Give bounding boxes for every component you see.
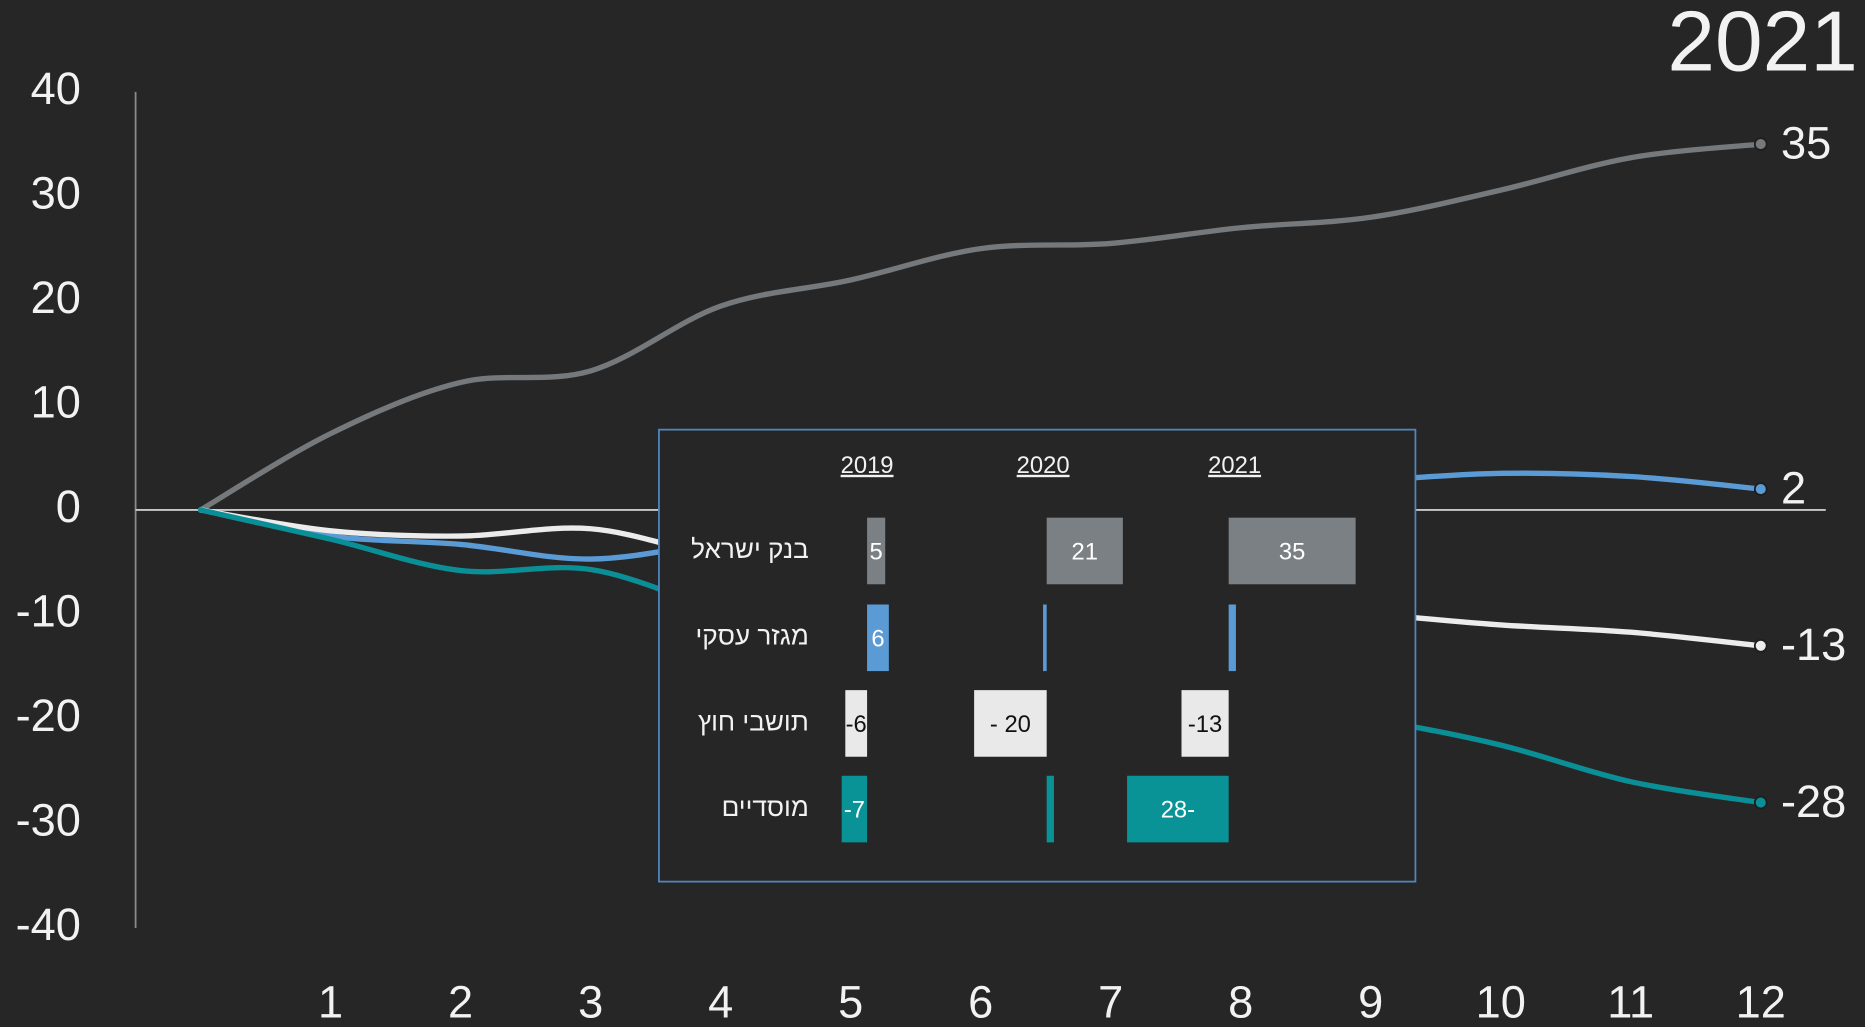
- x-tick-label: 3: [578, 976, 603, 1027]
- bar-label: 5: [870, 539, 883, 566]
- row-label: בנק ישראל: [691, 534, 809, 564]
- end-label: -28: [1781, 776, 1846, 827]
- bar: [867, 517, 886, 585]
- y-tick-label: 20: [31, 272, 81, 323]
- bar: [1228, 517, 1356, 585]
- x-tick-label: 2: [448, 976, 473, 1027]
- bar: [1181, 690, 1229, 757]
- end-label: 35: [1781, 117, 1831, 168]
- column-header: 2021: [1208, 452, 1261, 479]
- y-tick-label: 30: [31, 167, 81, 218]
- y-tick-label: -30: [16, 794, 81, 845]
- end-label: -13: [1781, 619, 1846, 670]
- bar: [1043, 604, 1047, 672]
- end-marker: [1753, 482, 1768, 496]
- y-tick-label: 0: [56, 481, 81, 532]
- inset-panel: [658, 428, 1417, 883]
- x-tick-label: 1: [318, 976, 343, 1027]
- bar-label: 21: [1072, 539, 1098, 566]
- y-tick-label: -40: [16, 899, 81, 950]
- x-tick-label: 7: [1098, 976, 1123, 1027]
- end-marker: [1753, 137, 1768, 151]
- y-tick-label: -20: [16, 690, 81, 741]
- bar: [1228, 604, 1236, 672]
- y-tick-label: -10: [16, 585, 81, 636]
- x-tick-label: 4: [708, 976, 733, 1027]
- end-label: 2: [1781, 462, 1806, 513]
- line-series: [197, 141, 1764, 513]
- y-tick-label: 10: [31, 376, 81, 427]
- x-tick-label: 5: [838, 976, 863, 1027]
- x-tick-label: 12: [1736, 976, 1786, 1027]
- column-header: 2019: [841, 452, 894, 479]
- bar: [841, 775, 868, 843]
- bar: [867, 604, 889, 672]
- bar-label: -13: [1188, 711, 1222, 738]
- x-tick-label: 9: [1358, 976, 1383, 1027]
- row-label: מגזר עסקי: [695, 621, 808, 651]
- bar-label: - 20: [990, 711, 1031, 738]
- y-tick-label: 40: [31, 63, 81, 114]
- x-tick-label: 6: [968, 976, 993, 1027]
- bar-label: -7: [844, 797, 865, 824]
- column-header: 2020: [1017, 452, 1070, 479]
- bar: [1046, 517, 1123, 585]
- bar-label: -6: [846, 711, 867, 738]
- x-tick-label: 8: [1228, 976, 1253, 1027]
- end-marker: [1753, 638, 1768, 653]
- end-marker: [1753, 795, 1768, 810]
- row-label: תושבי חוץ: [698, 706, 809, 736]
- bar: [1046, 775, 1054, 843]
- x-tick-label: 10: [1476, 976, 1526, 1027]
- bar: [1127, 775, 1229, 843]
- x-tick-label: 11: [1607, 976, 1654, 1027]
- chart-title: 2021: [1667, 0, 1857, 89]
- bar-label: 35: [1279, 539, 1305, 566]
- bar-label: 28-: [1161, 797, 1195, 824]
- bar-label: 6: [871, 625, 884, 652]
- row-label: מוסדיים: [722, 792, 809, 822]
- bar: [974, 690, 1047, 757]
- bar: [845, 690, 868, 757]
